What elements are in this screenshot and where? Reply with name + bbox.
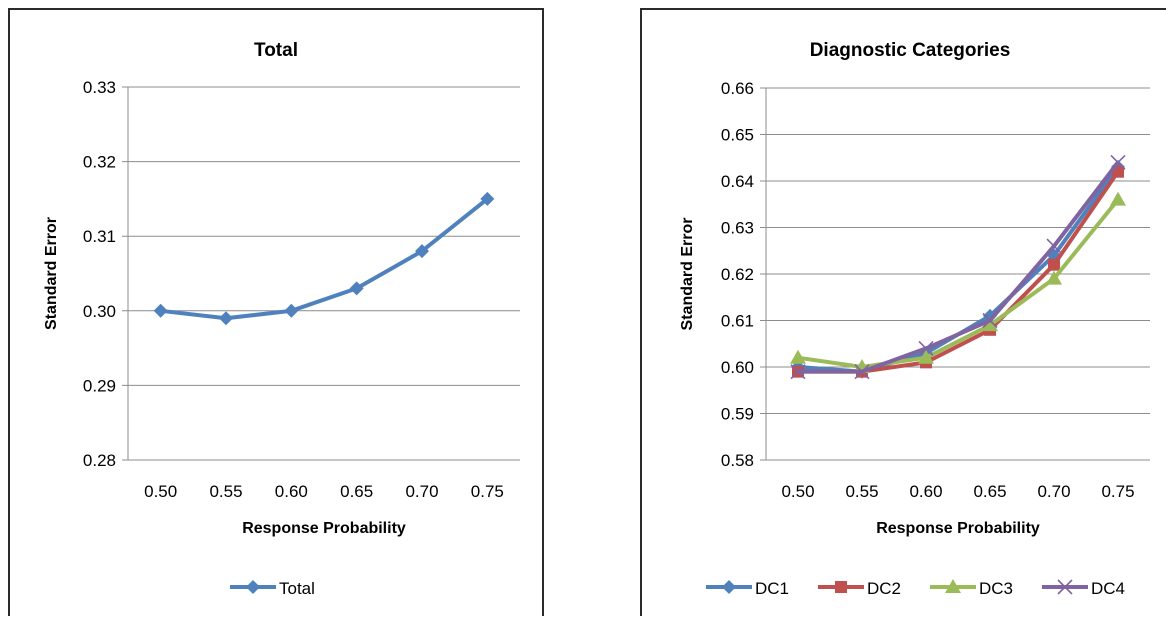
data-point — [349, 281, 364, 296]
y-tick-label: 0.28 — [83, 451, 116, 470]
data-point — [1046, 270, 1062, 285]
chart-panel-total: Total 0.28 0.29 0.30 0.31 0.32 0.33 0.50 0.55 0.6… — [8, 8, 544, 616]
legend-item-dc2: DC2 — [818, 579, 901, 598]
y-tick-label: 0.63 — [721, 219, 754, 238]
data-point — [982, 317, 998, 332]
legend-marker — [945, 579, 961, 593]
series-line — [797, 198, 1120, 369]
y-axis-title: Standard Error — [679, 218, 696, 331]
data-point — [1046, 238, 1062, 254]
legend-marker — [246, 580, 260, 594]
x-tick-label: 0.60 — [275, 482, 308, 501]
data-point — [790, 349, 806, 364]
legend: DC1 DC2 DC3 DC4 — [706, 579, 1125, 598]
series-line — [160, 197, 489, 321]
series-dc3 — [790, 191, 1126, 373]
x-tick-label: 0.75 — [1101, 482, 1134, 501]
legend-item-total: Total — [230, 579, 315, 598]
data-point — [219, 311, 233, 326]
chart-panel-diagnostic-categories: Diagnostic Categories 0.58 0.59 0.60 0.61 0.6… — [640, 8, 1166, 616]
y-axis: 0.58 0.59 0.60 0.61 0.62 0.63 0.64 0.65 0.66 — [721, 79, 1150, 470]
x-tick-label: 0.60 — [909, 482, 942, 501]
legend-item-dc1: DC1 — [706, 579, 789, 598]
legend-label: Total — [279, 579, 315, 598]
y-tick-label: 0.33 — [83, 78, 116, 97]
x-axis-title: Response Probability — [876, 520, 1040, 537]
y-tick-label: 0.31 — [83, 227, 116, 246]
y-axis: 0.28 0.29 0.30 0.31 0.32 0.33 — [83, 78, 520, 470]
x-tick-label: 0.55 — [209, 482, 242, 501]
data-point — [1110, 154, 1126, 170]
legend-label: DC4 — [1091, 579, 1125, 598]
data-point — [982, 312, 998, 329]
data-point — [1110, 191, 1126, 206]
y-tick-label: 0.66 — [721, 79, 754, 98]
data-point — [480, 191, 495, 206]
y-tick-label: 0.58 — [721, 451, 754, 470]
legend-item-dc4: DC4 — [1042, 579, 1125, 598]
chart-diagnostic-categories: Diagnostic Categories 0.58 0.59 0.60 0.61 0.6… — [679, 40, 1150, 598]
x-tick-label: 0.65 — [973, 482, 1006, 501]
chart-title: Total — [254, 40, 298, 61]
series-dc4 — [790, 154, 1126, 380]
y-axis-title: Standard Error — [43, 217, 60, 330]
legend: Total — [230, 579, 315, 598]
y-tick-label: 0.29 — [83, 376, 116, 395]
legend-marker — [722, 580, 736, 594]
data-point — [854, 364, 870, 380]
legend-marker — [1057, 579, 1073, 595]
x-axis-title: Response Probability — [242, 520, 406, 537]
series-total — [153, 191, 495, 326]
y-tick-label: 0.65 — [721, 126, 754, 145]
y-tick-label: 0.59 — [721, 405, 754, 424]
x-tick-label: 0.50 — [781, 482, 814, 501]
chart-total: Total 0.28 0.29 0.30 0.31 0.32 0.33 0.50 0.55 0.6… — [43, 40, 520, 598]
x-tick-label: 0.70 — [1037, 482, 1070, 501]
y-tick-label: 0.64 — [721, 172, 754, 191]
x-tick-label: 0.55 — [845, 482, 878, 501]
data-point — [284, 303, 299, 318]
x-tick-label: 0.70 — [405, 482, 438, 501]
legend-item-dc3: DC3 — [930, 579, 1013, 598]
legend-marker — [835, 581, 847, 593]
data-point — [918, 349, 934, 364]
data-point — [415, 244, 429, 259]
x-tick-label: 0.50 — [144, 482, 177, 501]
y-tick-label: 0.60 — [721, 358, 754, 377]
x-tick-label: 0.65 — [340, 482, 373, 501]
series-dc2 — [792, 165, 1124, 378]
chart-title: Diagnostic Categories — [810, 40, 1011, 61]
data-point — [790, 364, 806, 380]
legend-label: DC2 — [867, 579, 901, 598]
legend-label: DC1 — [755, 579, 789, 598]
data-point — [1048, 258, 1060, 271]
y-tick-label: 0.32 — [83, 153, 116, 172]
data-point — [918, 340, 934, 356]
data-point — [153, 303, 168, 318]
y-tick-label: 0.62 — [721, 265, 754, 284]
series-line — [798, 161, 1120, 374]
x-tick-label: 0.75 — [471, 482, 504, 501]
legend-label: DC3 — [979, 579, 1013, 598]
y-tick-label: 0.61 — [721, 312, 754, 331]
y-tick-label: 0.30 — [83, 302, 116, 321]
